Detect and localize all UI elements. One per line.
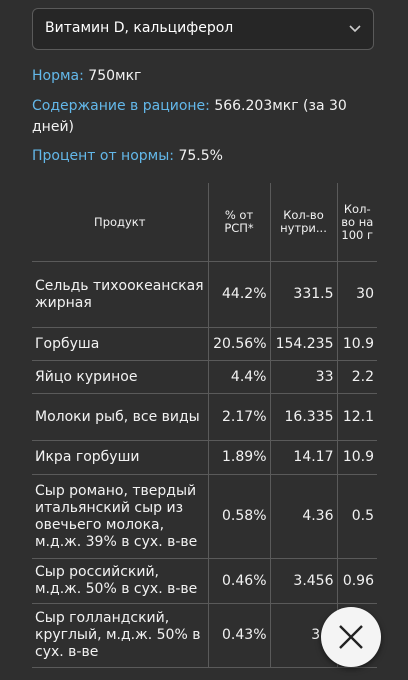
table-cell: 3.456 [269, 558, 338, 604]
summary-line: Процент от нормы: 75.5% [32, 146, 362, 167]
table-row: Горбуша 20.56% 154.235 10.9 [32, 327, 377, 361]
table-cell: 33 [269, 360, 338, 394]
chevron [349, 25, 361, 33]
close-icon [339, 625, 363, 649]
table-row: Икра горбуши 1.89% 14.17 10.9 [32, 440, 377, 475]
table-cell: 30 [336, 261, 377, 328]
table-cell: Горбуша [32, 327, 209, 361]
table-cell: 0.5 [336, 474, 377, 559]
table-cell: 0.58% [207, 474, 271, 559]
table-cell: Сыр романо, твердый итальянский сыр из о… [32, 474, 209, 559]
table-cell: 4.36 [269, 474, 338, 559]
table-cell: 4.4% [207, 360, 271, 394]
table-row: Сыр российский, м.д.ж. 50% в сух. в-ве 0.… [32, 558, 377, 604]
table-cell: 14.17 [269, 440, 338, 475]
table-cell: Сельдь тихоокеанская жирная [32, 261, 209, 328]
table-cell: 10.9 [336, 440, 377, 475]
table-cell: 0.96 [336, 558, 377, 604]
table-row: Молоки рыб, все виды 2.17% 16.335 12.1 [32, 393, 377, 441]
table-cell: 10.9 [336, 327, 377, 361]
table-cell: Сыр голландский, круглый, м.д.ж. 50% в с… [32, 603, 209, 668]
table-cell: 1.89% [207, 440, 271, 475]
nutrient-select[interactable]: Витамин D, кальциферол [32, 8, 374, 50]
summary-label: Норма: [32, 68, 84, 84]
table-cell: 12.1 [336, 393, 377, 441]
summary-value: 566.203мкг (за 30 дней) [32, 98, 347, 135]
table-cell: 20.56% [207, 327, 271, 361]
table-cell: Молоки рыб, все виды [32, 393, 209, 441]
table-row: Сыр романо, твердый итальянский сыр из о… [32, 474, 377, 559]
header-cell: Кол-во нутри... [269, 183, 338, 262]
summary-value: 75.5% [178, 148, 223, 164]
summary-line: Содержание в рационе: 566.203мкг (за 30 … [32, 96, 362, 138]
table-cell: 16.335 [269, 393, 338, 441]
summary-value: 750мкг [88, 68, 142, 84]
table-cell: 2.17% [207, 393, 271, 441]
table-row: Сыр голландский, круглый, м.д.ж. 50% в с… [32, 603, 377, 668]
products-table: Продукт% от РСП* Кол-во нутри... Кол-во на… [32, 183, 377, 668]
table-cell: 0.43% [207, 603, 271, 668]
table-cell: Икра горбуши [32, 440, 209, 475]
table-cell: 154.235 [269, 327, 338, 361]
table-cell: 44.2% [207, 261, 271, 328]
summary-label: Содержание в рационе: [32, 98, 210, 114]
table-row: Яйцо куриное 4.4% 33 2.2 [32, 360, 377, 394]
header-cell: % от РСП* [207, 183, 271, 262]
close-button[interactable] [321, 607, 381, 667]
table-cell: 331.5 [269, 261, 338, 328]
select-value: Витамин D, кальциферол [45, 20, 234, 36]
table-row: Сельдь тихоокеанская жирная 44.2% 331.5 30 [32, 261, 377, 328]
table-cell: 2.2 [336, 360, 377, 394]
header-cell: Продукт [32, 183, 209, 262]
summary-line: Норма: 750мкг [32, 66, 362, 87]
table-cell: 0.46% [207, 558, 271, 604]
summary-label: Процент от нормы: [32, 148, 174, 164]
header-row: Продукт% от РСП* Кол-во нутри... Кол-во на… [32, 183, 377, 262]
table-cell: Яйцо куриное [32, 360, 209, 394]
table-cell: Сыр российский, м.д.ж. 50% в сух. в-ве [32, 558, 209, 604]
header-cell: Кол-во на 100 г [336, 183, 377, 262]
